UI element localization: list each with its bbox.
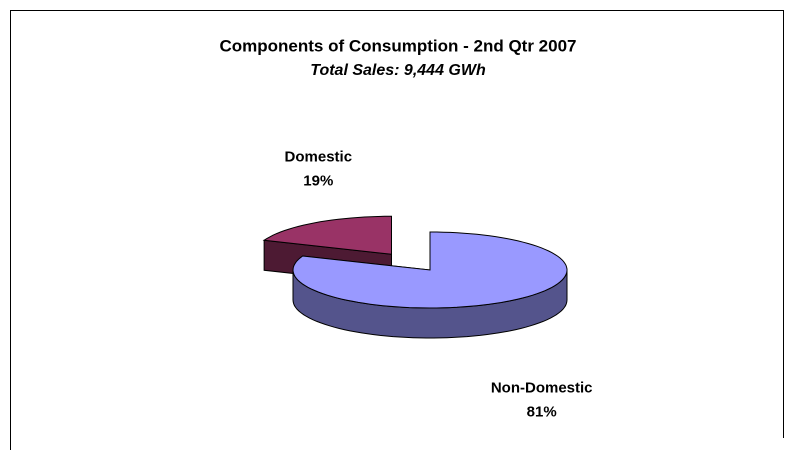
slice [292, 231, 568, 309]
data-label-name: Non-Domestic [491, 379, 593, 396]
chart-frame [10, 10, 784, 450]
slice [262, 215, 393, 255]
chart-subtitle: Total Sales: 9,444 GWh [310, 62, 486, 79]
data-label-value: 81% [527, 403, 557, 420]
chart-title: Components of Consumption - 2nd Qtr 2007 [219, 36, 576, 55]
data-label-value: 19% [303, 173, 333, 190]
data-label-name: Domestic [285, 149, 353, 166]
